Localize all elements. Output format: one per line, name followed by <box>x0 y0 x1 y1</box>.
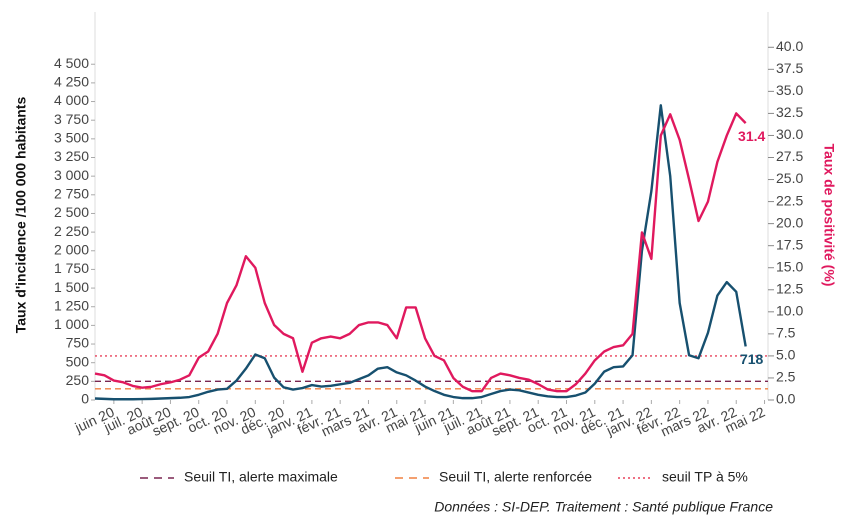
y-tick-label: 250 <box>66 372 90 388</box>
legend-label: Seuil TI, alerte renforcée <box>439 469 592 485</box>
y2-tick-label: 7.5 <box>776 325 796 341</box>
y-tick-label: 750 <box>66 335 90 351</box>
y2-tick-label: 30.0 <box>776 126 803 142</box>
y-tick-label: 3 000 <box>54 167 89 183</box>
series-line <box>94 104 747 401</box>
y-tick-label: 2 000 <box>54 241 89 257</box>
y2-tick-label: 17.5 <box>776 236 803 252</box>
y2-tick-label: 10.0 <box>776 303 803 319</box>
y-tick-label: 1 250 <box>54 297 89 313</box>
legend-label: seuil TP à 5% <box>662 469 748 485</box>
y2-tick-label: 25.0 <box>776 170 803 186</box>
y-tick-label: 2 250 <box>54 223 89 239</box>
y2-tick-label: 40.0 <box>776 38 803 54</box>
y-tick-label: 0 <box>81 391 89 407</box>
y-tick-label: 3 750 <box>54 111 89 127</box>
y-tick-label: 1 000 <box>54 316 89 332</box>
y-tick-label: 500 <box>66 353 90 369</box>
y2-tick-label: 22.5 <box>776 192 803 208</box>
y2-tick-label: 37.5 <box>776 60 803 76</box>
y-tick-label: 4 500 <box>54 55 89 71</box>
y-tick-label: 2 500 <box>54 204 89 220</box>
y-tick-label: 3 500 <box>54 130 89 146</box>
end-label: 31.4 <box>738 128 765 144</box>
y-tick-label: 1 750 <box>54 260 89 276</box>
y2-tick-label: 2.5 <box>776 369 796 385</box>
y2-tick-label: 32.5 <box>776 104 803 120</box>
y-tick-label: 4 000 <box>54 92 89 108</box>
y2-tick-label: 0.0 <box>776 391 796 407</box>
y2-tick-label: 15.0 <box>776 258 803 274</box>
y2-tick-label: 20.0 <box>776 214 803 230</box>
y-tick-label: 4 250 <box>54 74 89 90</box>
y2-tick-label: 35.0 <box>776 82 803 98</box>
y2-tick-label: 12.5 <box>776 280 803 296</box>
source-note: Données : SI-DEP. Traitement : Santé pub… <box>434 499 773 515</box>
y2-tick-label: 5.0 <box>776 347 796 363</box>
y2-tick-label: 27.5 <box>776 148 803 164</box>
y-tick-label: 2 750 <box>54 186 89 202</box>
series-line <box>94 112 747 393</box>
y-tick-label: 1 500 <box>54 279 89 295</box>
y-tick-label: 3 250 <box>54 148 89 164</box>
end-label: 718 <box>740 351 764 367</box>
y-axis-title: Taux d'incidence /100 000 habitants <box>13 97 29 334</box>
legend-label: Seuil TI, alerte maximale <box>184 469 338 485</box>
y2-axis-title: Taux de positivité (%) <box>821 144 837 287</box>
